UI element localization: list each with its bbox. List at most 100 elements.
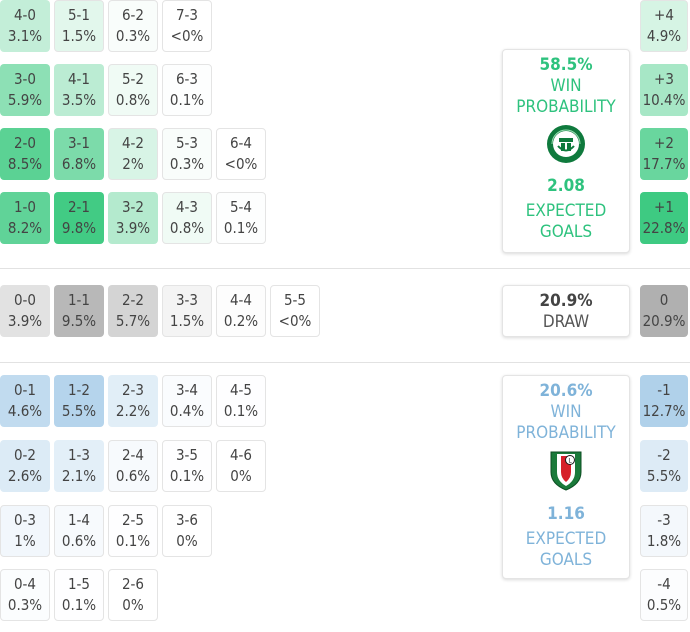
score-label: 3-0 [13, 70, 37, 88]
probability-value: 6.8% [61, 155, 97, 173]
score-cell: 2-1 9.8% [54, 192, 104, 244]
score-label: 1-2 [67, 381, 91, 399]
score-label: 5-5 [283, 291, 307, 309]
score-cell: 4-1 3.5% [54, 64, 104, 116]
score-label: 3-1 [67, 134, 91, 152]
score-label: 4-4 [229, 291, 253, 309]
away-xg-label: EXPECTED [525, 529, 607, 549]
score-label: 3-4 [175, 381, 199, 399]
probability-value: 1.5% [61, 27, 97, 45]
probability-value: 0.3% [169, 155, 205, 173]
score-cell: 1-4 0.6% [54, 505, 104, 557]
score-label: 6-2 [121, 6, 145, 24]
score-label: 1-4 [67, 511, 91, 529]
score-label: 3-5 [175, 446, 199, 464]
score-cell: 4-6 0% [216, 440, 266, 492]
score-label: 2-5 [121, 511, 145, 529]
score-label: 4-6 [229, 446, 253, 464]
probability-value: 1% [14, 532, 36, 550]
probability-value: 0.4% [169, 402, 205, 420]
away-win-label: WIN [550, 402, 582, 422]
score-cell: 0-2 2.6% [0, 440, 50, 492]
probability-value: 1.5% [169, 312, 205, 330]
score-label: 3-2 [121, 198, 145, 216]
score-label: 4-2 [121, 134, 145, 152]
probability-value: 8.2% [7, 219, 43, 237]
score-cell: 0-3 1% [0, 505, 50, 557]
margin-cell: 0 20.9% [640, 285, 688, 337]
score-cell: 6-2 0.3% [108, 0, 158, 52]
home-expected-goals: 2.08 [547, 176, 585, 196]
probability-value: 4.9% [646, 27, 682, 45]
probability-value: 20.9% [642, 312, 686, 330]
score-label: 2-2 [121, 291, 145, 309]
legia-crest-icon: L [549, 450, 583, 497]
probability-value: 4.6% [7, 402, 43, 420]
score-label: 0-3 [13, 511, 37, 529]
score-label: 0-1 [13, 381, 37, 399]
probability-value: 0% [230, 467, 252, 485]
score-cell: 1-1 9.5% [54, 285, 104, 337]
score-label: +1 [654, 198, 674, 216]
score-cell: 4-4 0.2% [216, 285, 266, 337]
score-cell: 3-5 0.1% [162, 440, 212, 492]
probability-value: 3.9% [7, 312, 43, 330]
home-win-probability: 58.5% [539, 55, 593, 75]
probability-value: 2.6% [7, 467, 43, 485]
score-label: 2-6 [121, 575, 145, 593]
probability-value: 5.7% [115, 312, 151, 330]
margin-cell: +4 4.9% [640, 0, 688, 52]
margin-cell: +3 10.4% [640, 64, 688, 116]
hibernian-crest-icon [546, 124, 586, 169]
score-label: 4-3 [175, 198, 199, 216]
probability-value: 3.9% [115, 219, 151, 237]
score-cell: 0-4 0.3% [0, 569, 50, 621]
probability-value: 17.7% [642, 155, 686, 173]
score-label: -3 [657, 511, 671, 529]
score-cell: 2-5 0.1% [108, 505, 158, 557]
probability-value: 0.3% [7, 596, 43, 614]
divider [0, 268, 690, 269]
score-cell: 6-4 <0% [216, 128, 266, 180]
score-label: 3-6 [175, 511, 199, 529]
probability-value: 2.1% [61, 467, 97, 485]
probability-value: <0% [170, 27, 204, 45]
away-expected-goals: 1.16 [547, 504, 585, 524]
score-cell: 2-2 5.7% [108, 285, 158, 337]
score-cell: 3-3 1.5% [162, 285, 212, 337]
draw-summary-card: 20.9% DRAW [502, 285, 630, 337]
score-label: 2-4 [121, 446, 145, 464]
probability-value: <0% [278, 312, 312, 330]
probability-value: 10.4% [642, 91, 686, 109]
svg-text:L: L [568, 458, 572, 465]
probability-value: 5.5% [646, 467, 682, 485]
score-label: 5-1 [67, 6, 91, 24]
score-label: 1-1 [67, 291, 91, 309]
probability-value: 0.3% [115, 27, 151, 45]
score-cell: 4-2 2% [108, 128, 158, 180]
home-xg-label: EXPECTED [525, 201, 607, 221]
home-probability-label: PROBABILITY [516, 97, 616, 117]
score-cell: 5-2 0.8% [108, 64, 158, 116]
score-cell: 1-5 0.1% [54, 569, 104, 621]
probability-value: 3.5% [61, 91, 97, 109]
score-label: -1 [657, 381, 671, 399]
probability-value: 8.5% [7, 155, 43, 173]
score-cell: 2-6 0% [108, 569, 158, 621]
probability-value: 22.8% [642, 219, 686, 237]
margin-cell: -2 5.5% [640, 440, 688, 492]
probability-value: 2.2% [115, 402, 151, 420]
score-cell: 2-4 0.6% [108, 440, 158, 492]
probability-value: 2% [122, 155, 144, 173]
score-cell: 7-3 <0% [162, 0, 212, 52]
score-label: 0 [659, 291, 669, 309]
score-cell: 6-3 0.1% [162, 64, 212, 116]
probability-value: 3.1% [7, 27, 43, 45]
probability-value: 0.6% [115, 467, 151, 485]
score-cell: 3-4 0.4% [162, 375, 212, 427]
score-label: -4 [657, 575, 671, 593]
probability-value: 5.5% [61, 402, 97, 420]
score-label: 1-0 [13, 198, 37, 216]
probability-value: 0.8% [115, 91, 151, 109]
score-label: 7-3 [175, 6, 199, 24]
